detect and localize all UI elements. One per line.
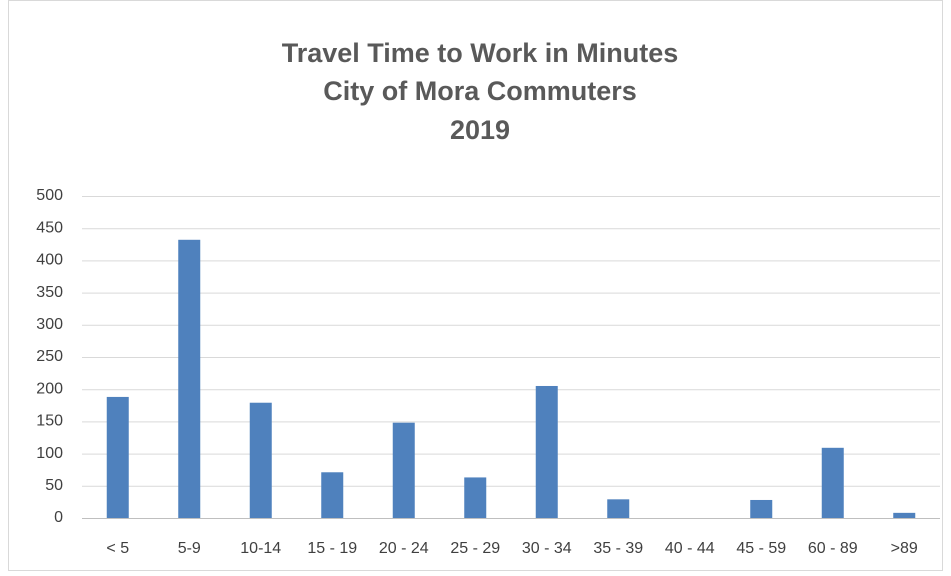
chart-title: City of Mora Commuters xyxy=(323,76,637,106)
bar xyxy=(249,402,272,518)
chart-frame xyxy=(8,0,943,571)
x-tick-label: 35 - 39 xyxy=(593,540,643,557)
y-tick-label: 300 xyxy=(36,316,63,333)
bar xyxy=(321,472,344,518)
bar xyxy=(178,239,201,519)
x-tick-label: 45 - 59 xyxy=(736,540,786,557)
bar xyxy=(821,447,844,518)
x-tick-label: 15 - 19 xyxy=(307,540,357,557)
y-tick-label: 200 xyxy=(36,380,63,397)
y-tick-label: 100 xyxy=(36,445,63,462)
y-tick-label: 500 xyxy=(36,187,63,204)
x-tick-label: 25 - 29 xyxy=(450,540,500,557)
x-tick-label: >89 xyxy=(891,540,918,557)
y-tick-label: 150 xyxy=(36,413,63,430)
x-tick-label: 20 - 24 xyxy=(379,540,429,557)
x-tick-label: 40 - 44 xyxy=(665,540,715,557)
x-tick-label: 10-14 xyxy=(240,540,281,557)
y-tick-label: 450 xyxy=(36,219,63,236)
x-tick-label: 30 - 34 xyxy=(522,540,572,557)
y-tick-label: 350 xyxy=(36,284,63,301)
bar xyxy=(535,385,558,518)
bar xyxy=(464,477,487,518)
bar xyxy=(607,499,630,518)
x-tick-label: < 5 xyxy=(106,540,129,557)
y-tick-label: 250 xyxy=(36,348,63,365)
chart-title: 2019 xyxy=(450,115,510,145)
chart-title: Travel Time to Work in Minutes xyxy=(282,38,679,68)
y-tick-label: 0 xyxy=(54,509,63,526)
y-tick-label: 400 xyxy=(36,252,63,269)
bar xyxy=(750,499,773,518)
bar xyxy=(106,396,129,518)
bar xyxy=(893,512,916,518)
bar xyxy=(392,422,415,518)
x-tick-label: 5-9 xyxy=(178,540,201,557)
y-tick-label: 50 xyxy=(45,477,63,494)
x-tick-label: 60 - 89 xyxy=(808,540,858,557)
